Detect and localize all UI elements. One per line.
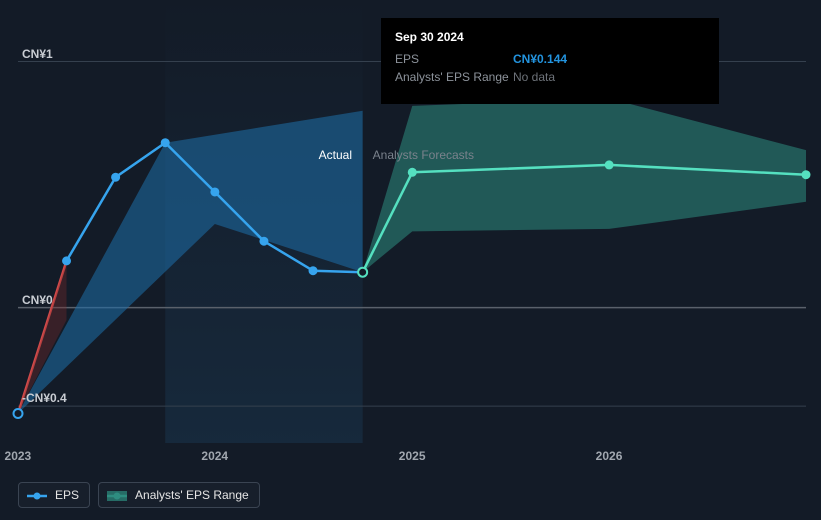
legend-swatch-range xyxy=(107,490,127,500)
tooltip: Sep 30 2024 EPS CN¥0.144 Analysts' EPS R… xyxy=(381,18,719,104)
tooltip-date: Sep 30 2024 xyxy=(395,28,705,46)
legend-item-eps[interactable]: EPS xyxy=(18,482,90,508)
y-tick-label: -CN¥0.4 xyxy=(22,391,67,405)
eps-chart: Sep 30 2024 EPS CN¥0.144 Analysts' EPS R… xyxy=(0,0,821,520)
x-tick-label: 2025 xyxy=(399,449,426,463)
legend-label: EPS xyxy=(55,488,79,502)
section-label-forecast: Analysts Forecasts xyxy=(373,148,474,162)
tooltip-row-eps: EPS CN¥0.144 xyxy=(395,50,705,68)
legend-label: Analysts' EPS Range xyxy=(135,488,249,502)
y-tick-label: CN¥1 xyxy=(22,47,53,61)
tooltip-value: CN¥0.144 xyxy=(513,50,567,68)
x-tick-label: 2024 xyxy=(201,449,228,463)
section-label-actual: Actual xyxy=(319,148,352,162)
legend: EPS Analysts' EPS Range xyxy=(18,482,260,508)
tooltip-row-range: Analysts' EPS Range No data xyxy=(395,68,705,86)
legend-swatch-eps xyxy=(27,490,47,500)
tooltip-value: No data xyxy=(513,68,555,86)
tooltip-key: Analysts' EPS Range xyxy=(395,68,513,86)
y-tick-label: CN¥0 xyxy=(22,293,53,307)
x-tick-label: 2023 xyxy=(5,449,32,463)
tooltip-key: EPS xyxy=(395,50,513,68)
legend-item-range[interactable]: Analysts' EPS Range xyxy=(98,482,260,508)
x-tick-label: 2026 xyxy=(596,449,623,463)
